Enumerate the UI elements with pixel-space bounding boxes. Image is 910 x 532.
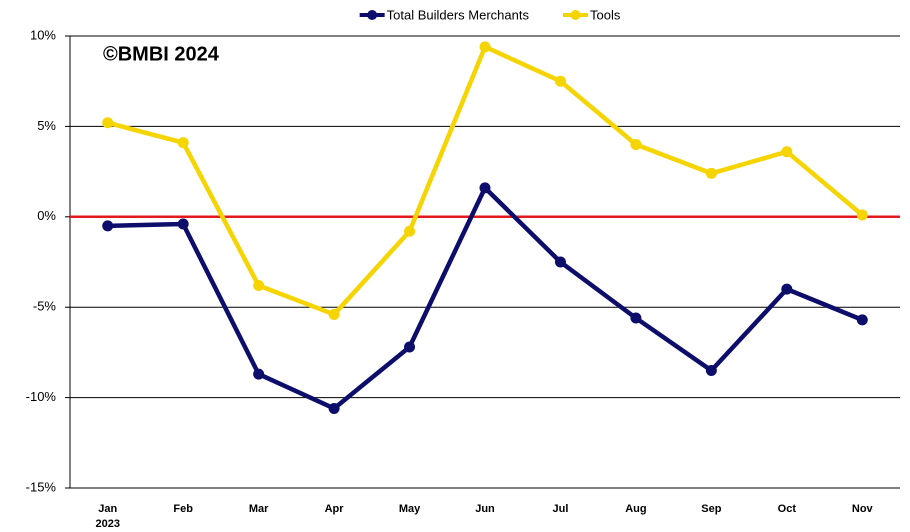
y-tick-label: 10% — [30, 27, 56, 42]
x-tick-label: Apr — [325, 503, 345, 515]
point — [253, 280, 265, 292]
point — [705, 167, 717, 179]
point — [404, 225, 416, 237]
y-tick-label: -10% — [26, 389, 57, 404]
point — [177, 137, 189, 149]
x-tick-label: Jun — [475, 503, 495, 515]
point — [102, 117, 114, 129]
x-tick-label: Sep — [701, 503, 721, 515]
x-tick-label: Feb — [173, 503, 193, 515]
point — [554, 256, 566, 268]
x-year-label: 2023 — [95, 518, 119, 530]
x-tick-label: Aug — [625, 503, 646, 515]
point — [781, 146, 793, 158]
legend-label: Tools — [590, 7, 621, 22]
point — [856, 209, 868, 221]
point — [479, 182, 491, 194]
legend-item: Tools — [562, 7, 621, 22]
legend-marker — [367, 10, 378, 20]
point — [781, 283, 793, 295]
point — [554, 75, 566, 87]
point — [630, 138, 642, 150]
x-tick-label: Oct — [778, 503, 797, 515]
series-line — [107, 44, 864, 317]
point — [253, 368, 265, 380]
point — [177, 218, 189, 230]
x-tick-label: Jan — [98, 503, 117, 515]
legend-label: Total Builders Merchants — [387, 7, 530, 22]
x-tick-label: Nov — [852, 503, 874, 515]
x-tick-label: May — [399, 503, 421, 515]
legend-item: Total Builders Merchants — [359, 7, 530, 22]
annotation: ©BMBI 2024 — [103, 43, 220, 65]
y-tick-label: 0% — [37, 208, 56, 223]
y-tick-label: -15% — [26, 479, 57, 494]
point — [102, 220, 114, 232]
point — [328, 402, 340, 414]
point — [479, 41, 491, 53]
point — [856, 314, 868, 326]
series-line — [107, 185, 864, 411]
x-tick-label: Jul — [553, 503, 569, 515]
point — [705, 364, 717, 376]
x-tick-label: Mar — [249, 503, 269, 515]
point — [328, 308, 340, 320]
point — [404, 341, 416, 353]
y-tick-label: -5% — [33, 299, 57, 314]
y-tick-label: 5% — [37, 118, 56, 133]
point — [630, 312, 642, 324]
legend-marker — [570, 10, 581, 20]
